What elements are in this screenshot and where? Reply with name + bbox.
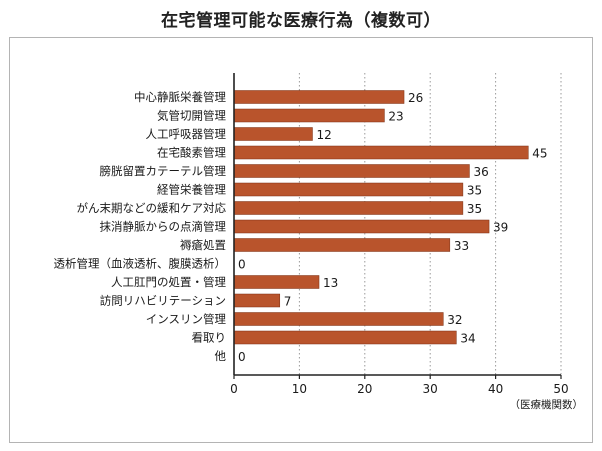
bar-0 (233, 90, 405, 104)
value-label: 34 (460, 332, 475, 346)
bar-10 (233, 275, 320, 289)
value-label: 13 (323, 276, 338, 290)
bar-13 (233, 330, 457, 345)
bar-6 (233, 201, 464, 215)
category-label: 人工呼吸器管理 (146, 127, 227, 141)
category-label: 褥瘡処置 (180, 238, 226, 252)
category-label: 他 (215, 349, 227, 363)
x-tick-label: 50 (553, 382, 568, 396)
value-label: 7 (284, 295, 292, 309)
bar-12 (233, 312, 444, 326)
bar-11 (233, 293, 281, 308)
category-labels: 中心静脈栄養管理気管切開管理人工呼吸器管理在宅酸素管理膀胱留置カテーテル管理経管… (54, 90, 227, 363)
category-label: 気管切開管理 (157, 109, 226, 123)
x-tick-label: 40 (488, 382, 503, 396)
category-label: 中心静脈栄養管理 (134, 90, 226, 104)
category-label: 透析管理（血液透析、腹膜透析） (54, 257, 227, 271)
bar-1 (233, 108, 385, 123)
chart-frame (9, 37, 593, 443)
bar-3 (233, 145, 529, 160)
x-tick-label: 0 (230, 382, 238, 396)
category-label: 看取り (192, 331, 227, 345)
value-label: 0 (238, 350, 246, 364)
bar-2 (233, 127, 313, 141)
value-label: 33 (454, 239, 469, 253)
bar-8 (233, 238, 451, 252)
value-label: 45 (532, 147, 547, 161)
value-label: 39 (493, 221, 508, 235)
category-label: インスリン管理 (146, 312, 227, 326)
value-label: 0 (238, 258, 246, 272)
x-axis-unit-label: （医療機関数） (510, 398, 584, 411)
value-label: 23 (388, 110, 403, 124)
x-tick-label: 30 (423, 382, 438, 396)
value-label: 35 (467, 184, 482, 198)
x-tick-label: 10 (292, 382, 307, 396)
value-labels: 26 23 12 45 36 35 35 39 33 0 13 7 32 34 0 (238, 91, 548, 364)
category-label: がん末期などの緩和ケア対応 (77, 201, 227, 215)
value-label: 35 (467, 202, 482, 216)
category-label: 訪問リハビリテーション (100, 294, 226, 308)
category-label: 在宅酸素管理 (157, 146, 226, 160)
x-axis: 0 10 20 30 40 50 （医療機関数） (230, 73, 583, 411)
bars (233, 90, 529, 345)
category-label: 経管栄養管理 (157, 183, 226, 197)
bar-4 (233, 164, 470, 178)
bar-5 (233, 182, 464, 197)
bar-7 (233, 219, 490, 234)
category-label: 抹消静脈からの点滴管理 (100, 220, 227, 234)
chart-title: 在宅管理可能な医療行為（複数可） (161, 11, 441, 31)
value-label: 26 (408, 91, 423, 105)
value-label: 36 (473, 165, 488, 179)
category-label: 膀胱留置カテーテル管理 (100, 164, 227, 178)
x-tick-label: 20 (357, 382, 372, 396)
category-label: 人工肛門の処置・管理 (111, 275, 226, 289)
value-label: 32 (447, 313, 462, 327)
value-label: 12 (316, 128, 331, 142)
